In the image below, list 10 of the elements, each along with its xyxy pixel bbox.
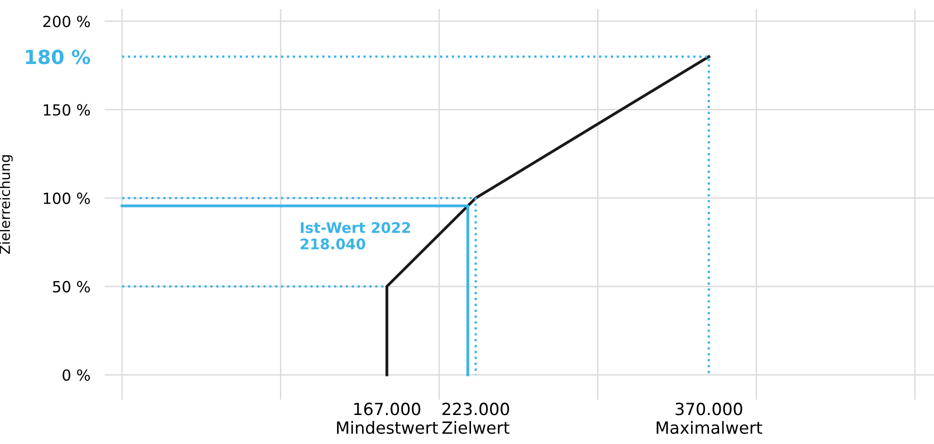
annotation: Ist-Wert 2022 218.040 [300, 222, 410, 250]
y-tick-label: 50 % [53, 280, 90, 292]
y-tick-label: 200 % [43, 16, 90, 28]
x-tick-label: 167.000 Mindestwert [337, 402, 438, 434]
y-tick-label: 100 % [44, 192, 90, 204]
y-tick-label: 180 % [26, 50, 90, 64]
x-tick-label: 370.000 Maximalwert [656, 402, 762, 434]
y-tick-label: 150 % [44, 104, 90, 116]
x-tick-label: 223.000 Zielwert [442, 402, 510, 434]
y-tick-label: 0 % [62, 369, 90, 381]
